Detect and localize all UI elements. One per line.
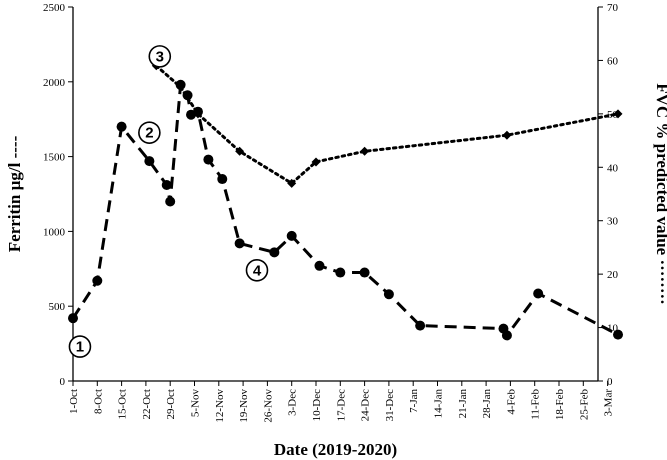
x-tick-label: 24-Dec xyxy=(360,389,372,421)
x-tick-label: 21-Jan xyxy=(457,389,469,419)
x-tick-label: 17-Dec xyxy=(335,389,347,421)
y-right-tick-label: 40 xyxy=(607,162,619,174)
ferritin-data-point xyxy=(144,156,155,167)
fvc-data-point xyxy=(176,82,186,92)
x-tick-label: 26-Nov xyxy=(262,389,274,423)
fvc-data-point xyxy=(613,109,623,119)
fvc-data-point xyxy=(287,178,297,188)
series-layer xyxy=(68,61,624,341)
x-tick-label: 28-Jan xyxy=(481,389,493,419)
x-tick-label: 7-Jan xyxy=(408,389,420,413)
y-right-tick-label: 30 xyxy=(607,216,619,228)
annotation-label: 2 xyxy=(145,125,153,142)
y-left-tick-label: 2000 xyxy=(43,77,66,89)
ferritin-data-point xyxy=(116,121,127,132)
axes-layer: 050010001500200025000102030405060701-Oct… xyxy=(43,2,619,423)
annotation-circle xyxy=(138,121,161,144)
ferritin-data-point xyxy=(217,174,228,185)
x-tick-label: 4-Feb xyxy=(505,389,517,415)
fvc-series-line xyxy=(154,64,620,186)
x-tick-label: 22-Oct xyxy=(141,389,153,420)
x-axis-title: Date (2019-2020) xyxy=(274,440,397,459)
x-tick-label: 19-Nov xyxy=(238,389,250,423)
x-tick-label: 1-Oct xyxy=(68,389,80,414)
ferritin-data-point xyxy=(92,275,103,286)
ferritin-data-point xyxy=(335,267,346,278)
ferritin-data-point xyxy=(286,230,297,241)
fvc-data-point xyxy=(193,109,203,119)
ferritin-data-point xyxy=(68,313,78,324)
y-right-tick-label: 0 xyxy=(607,376,613,388)
fvc-data-point xyxy=(311,157,321,167)
annotations-layer: 1 2 3 4 xyxy=(68,45,269,358)
x-tick-label: 29-Oct xyxy=(165,389,177,420)
x-tick-label: 12-Nov xyxy=(214,389,226,423)
annotation-label: 1 xyxy=(76,339,84,356)
x-tick-label: 25-Feb xyxy=(578,389,590,421)
ferritin-data-point xyxy=(234,238,245,249)
ferritin-data-point xyxy=(383,289,394,300)
y-left-tick-label: 500 xyxy=(49,301,66,313)
x-tick-label: 5-Nov xyxy=(190,389,202,418)
x-tick-label: 3-Mar xyxy=(603,389,615,417)
ferritin-data-point xyxy=(165,196,176,207)
x-tick-label: 14-Jan xyxy=(433,389,445,419)
annotation-label: 3 xyxy=(156,48,164,65)
y-right-tick-label: 60 xyxy=(607,55,619,67)
ferritin-data-point xyxy=(269,247,280,258)
annotation-circle xyxy=(245,258,269,282)
ferritin-data-point xyxy=(415,320,426,331)
y-axis-right-title: FVC % predicted value ········ xyxy=(653,83,667,305)
fvc-data-point xyxy=(360,146,370,156)
ferritin-data-point xyxy=(359,267,370,278)
x-tick-label: 11-Feb xyxy=(530,389,542,420)
ferritin-data-point xyxy=(203,154,214,165)
x-tick-label: 15-Oct xyxy=(117,389,129,420)
ferritin-data-point xyxy=(161,180,172,191)
ferritin-data-point xyxy=(533,288,544,299)
fvc-data-point xyxy=(502,130,512,140)
ferritin-data-point xyxy=(314,260,325,271)
annotation-circle xyxy=(68,335,92,358)
y-left-tick-label: 1500 xyxy=(43,152,66,164)
x-tick-label: 8-Oct xyxy=(92,389,104,414)
ferritin-data-point xyxy=(501,330,512,341)
y-left-tick-label: 1000 xyxy=(43,226,66,238)
x-tick-label: 10-Dec xyxy=(311,389,323,421)
y-right-tick-label: 70 xyxy=(607,2,619,14)
y-left-tick-label: 2500 xyxy=(43,2,66,14)
y-axis-left-title: Ferritin µg/l ---- xyxy=(5,135,24,252)
annotation-label: 4 xyxy=(253,262,262,279)
annotation-circle xyxy=(148,45,172,68)
ferritin-data-point xyxy=(613,329,624,340)
x-tick-label: 18-Feb xyxy=(554,389,566,421)
y-right-tick-label: 10 xyxy=(607,323,619,335)
fvc-data-point xyxy=(235,146,245,156)
y-right-tick-label: 20 xyxy=(607,269,619,281)
y-left-tick-label: 0 xyxy=(60,376,66,388)
x-tick-label: 31-Dec xyxy=(384,389,396,421)
x-tick-label: 3-Dec xyxy=(287,389,299,416)
